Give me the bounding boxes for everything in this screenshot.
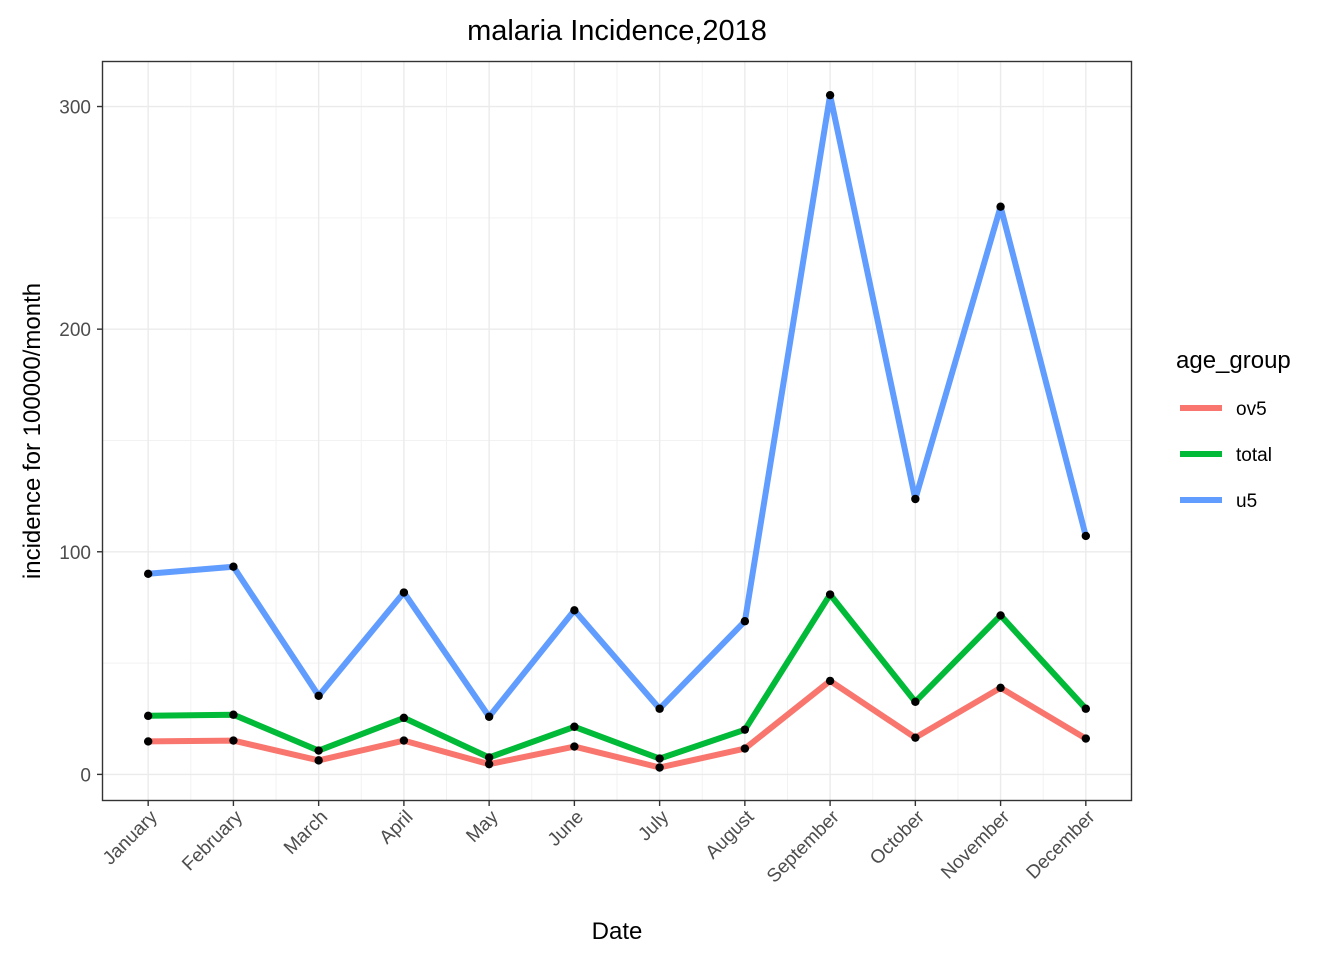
data-point-ov5 (1081, 734, 1091, 743)
data-point-u5 (484, 712, 494, 721)
x-tick-label: April (376, 807, 418, 849)
data-point-u5 (570, 606, 579, 615)
data-point-total (911, 697, 920, 707)
legend-title: age_group (1176, 347, 1291, 374)
x-tick-label: February (178, 806, 247, 875)
plot-panel-border (101, 60, 1133, 802)
data-point-u5 (1081, 531, 1091, 541)
data-point-total (996, 611, 1005, 620)
data-point-ov5 (143, 737, 153, 746)
data-point-ov5 (996, 683, 1005, 692)
x-axis: January February March April May June July Augu… (99, 800, 1100, 887)
x-tick-label: December (1023, 806, 1100, 883)
data-point-ov5 (229, 736, 238, 745)
x-tick-label: September (763, 806, 844, 887)
x-tick-label: August (702, 806, 759, 863)
data-point-u5 (740, 617, 750, 626)
x-axis-title: Date (592, 918, 643, 945)
grid-layer (103, 62, 1131, 800)
data-point-total (740, 725, 750, 734)
data-point-u5 (825, 90, 835, 100)
y-tick-label: 100 (59, 543, 91, 564)
data-point-ov5 (655, 763, 664, 772)
data-point-total (399, 713, 409, 723)
points-layer (143, 90, 1091, 772)
y-tick-label: 200 (59, 320, 91, 341)
y-axis-title: incidence for 100000/month (19, 283, 46, 579)
legend: age_group ov5 total u5 (1176, 347, 1291, 512)
x-tick-label: October (866, 806, 929, 869)
data-point-total (314, 746, 323, 755)
data-point-u5 (229, 562, 238, 571)
data-point-u5 (655, 704, 664, 713)
series-layer (147, 92, 1089, 771)
legend-label-total: total (1236, 445, 1272, 466)
data-point-total (229, 710, 238, 719)
data-point-ov5 (399, 736, 409, 745)
data-point-u5 (399, 588, 409, 597)
data-point-ov5 (484, 759, 494, 769)
data-point-total (655, 754, 664, 763)
x-tick-label: January (99, 806, 162, 869)
data-point-total (484, 753, 494, 762)
data-point-u5 (143, 569, 153, 579)
legend-label-u5: u5 (1236, 491, 1257, 512)
y-axis: 0 100 200 300 (59, 98, 103, 786)
data-point-ov5 (825, 676, 835, 686)
x-tick-label: May (462, 806, 503, 847)
x-tick-label: July (634, 806, 673, 845)
chart-title: malaria Incidence,2018 (467, 15, 767, 47)
data-point-total (825, 590, 835, 599)
data-point-total (143, 711, 153, 721)
series-line-ov5 (148, 677, 1088, 771)
data-point-ov5 (911, 733, 920, 742)
x-tick-label: June (544, 807, 588, 851)
data-point-total (1081, 704, 1091, 713)
data-point-ov5 (740, 744, 750, 753)
series-line-u5 (147, 92, 1089, 720)
x-tick-label: March (280, 807, 332, 859)
data-point-ov5 (570, 742, 579, 751)
series-line-total (148, 591, 1089, 762)
x-tick-label: November (937, 806, 1014, 883)
y-tick-label: 0 (80, 765, 91, 786)
data-point-u5 (314, 691, 323, 701)
y-tick-label: 300 (59, 98, 91, 119)
legend-label-ov5: ov5 (1236, 399, 1267, 420)
data-point-u5 (996, 202, 1005, 211)
data-point-ov5 (314, 756, 323, 765)
data-point-total (570, 722, 579, 731)
data-point-u5 (911, 494, 920, 504)
